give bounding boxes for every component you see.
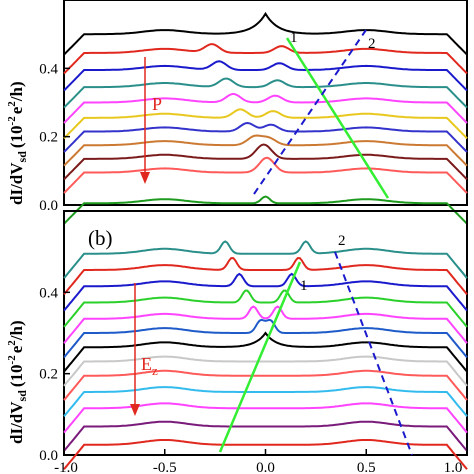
panel-a-y-tick-label: 0.2 (39, 130, 58, 146)
panel-a: 0.0 0.2 0.4 1 2 P (39, 0, 468, 225)
panel-a-blue-dashed-line (253, 29, 367, 195)
panel-b-y-axis-label: dI/dVsd(10-2e2/h) (6, 320, 29, 444)
panel-b-curve-9 (63, 369, 468, 401)
panel-a-arrowhead (140, 172, 150, 184)
panel-b-curve-7 (63, 331, 468, 373)
panel-a-curve-4 (63, 77, 468, 109)
panel-b-green-line (218, 261, 302, 453)
panel-a-curve-1 (63, 11, 468, 56)
panel-b-curve-10 (63, 386, 468, 418)
panel-b: 0.0 0.2 0.4 -1.0 -0.5 0.0 0.5 1.0 1 2 (b) Ez (39, 210, 468, 474)
panel-b-x-tick-label: 1.0 (444, 460, 463, 474)
panel-b-line-label-2: 2 (338, 233, 346, 249)
panel-a-curve-10 (63, 156, 468, 194)
panel-b-curve-5 (63, 305, 468, 344)
panel-a-curve-2 (63, 43, 468, 75)
panel-a-curves (63, 11, 468, 225)
panel-a-y-axis-label: dI/dVsd(10-2e2/h) (6, 81, 29, 205)
panel-a-curve-7 (63, 121, 468, 153)
panel-b-x-tick-label: -0.5 (153, 460, 177, 474)
panel-b-x-tick-label: -1.0 (54, 460, 78, 474)
panel-b-curve-2 (63, 257, 468, 296)
panel-b-line-label-1: 1 (300, 278, 308, 294)
panel-a-curve-9 (63, 143, 468, 181)
panel-b-curve-1 (63, 240, 468, 279)
panel-b-curves (63, 240, 468, 470)
panel-a-arrow-label: P (152, 94, 162, 114)
panel-b-curve-13 (63, 439, 468, 470)
panel-b-label: (b) (88, 226, 113, 250)
panel-a-y-tick-label: 0.4 (39, 61, 58, 77)
panel-a-curve-3 (63, 60, 468, 92)
panel-a-ticks: 0.0 0.2 0.4 (39, 61, 70, 214)
panel-b-curve-3 (63, 272, 468, 312)
panel-b-curve-11 (63, 402, 468, 434)
panel-b-curve-6 (63, 318, 468, 359)
panel-b-x-tick-label: 0.5 (357, 460, 376, 474)
panel-b-curve-8 (63, 355, 468, 387)
panel-b-arrowhead (130, 404, 140, 416)
panel-b-curve-12 (63, 420, 468, 452)
panel-b-ticks: 0.0 0.2 0.4 -1.0 -0.5 0.0 0.5 1.0 (39, 285, 468, 474)
panel-b-blue-dashed-line (334, 251, 413, 456)
panel-a-curve-5 (63, 92, 468, 124)
panel-a-green-line (285, 37, 390, 199)
panel-b-y-tick-label: 0.0 (39, 448, 58, 464)
panel-a-curve-11 (63, 195, 468, 225)
panel-b-y-tick-label: 0.2 (39, 367, 58, 383)
panel-a-line-label-1: 1 (290, 30, 298, 46)
panel-a-frame (63, 0, 468, 206)
panel-a-curve-6 (63, 108, 468, 140)
panel-b-x-tick-label: 0.0 (256, 460, 275, 474)
panel-a-y-tick-label: 0.0 (39, 198, 58, 214)
panel-a-line-label-2: 2 (368, 36, 376, 52)
panel-a-curve-8 (63, 134, 468, 167)
panel-b-curve-4 (63, 289, 468, 328)
panel-b-y-tick-label: 0.4 (39, 285, 58, 301)
panel-b-arrow-label: Ez (141, 354, 158, 378)
